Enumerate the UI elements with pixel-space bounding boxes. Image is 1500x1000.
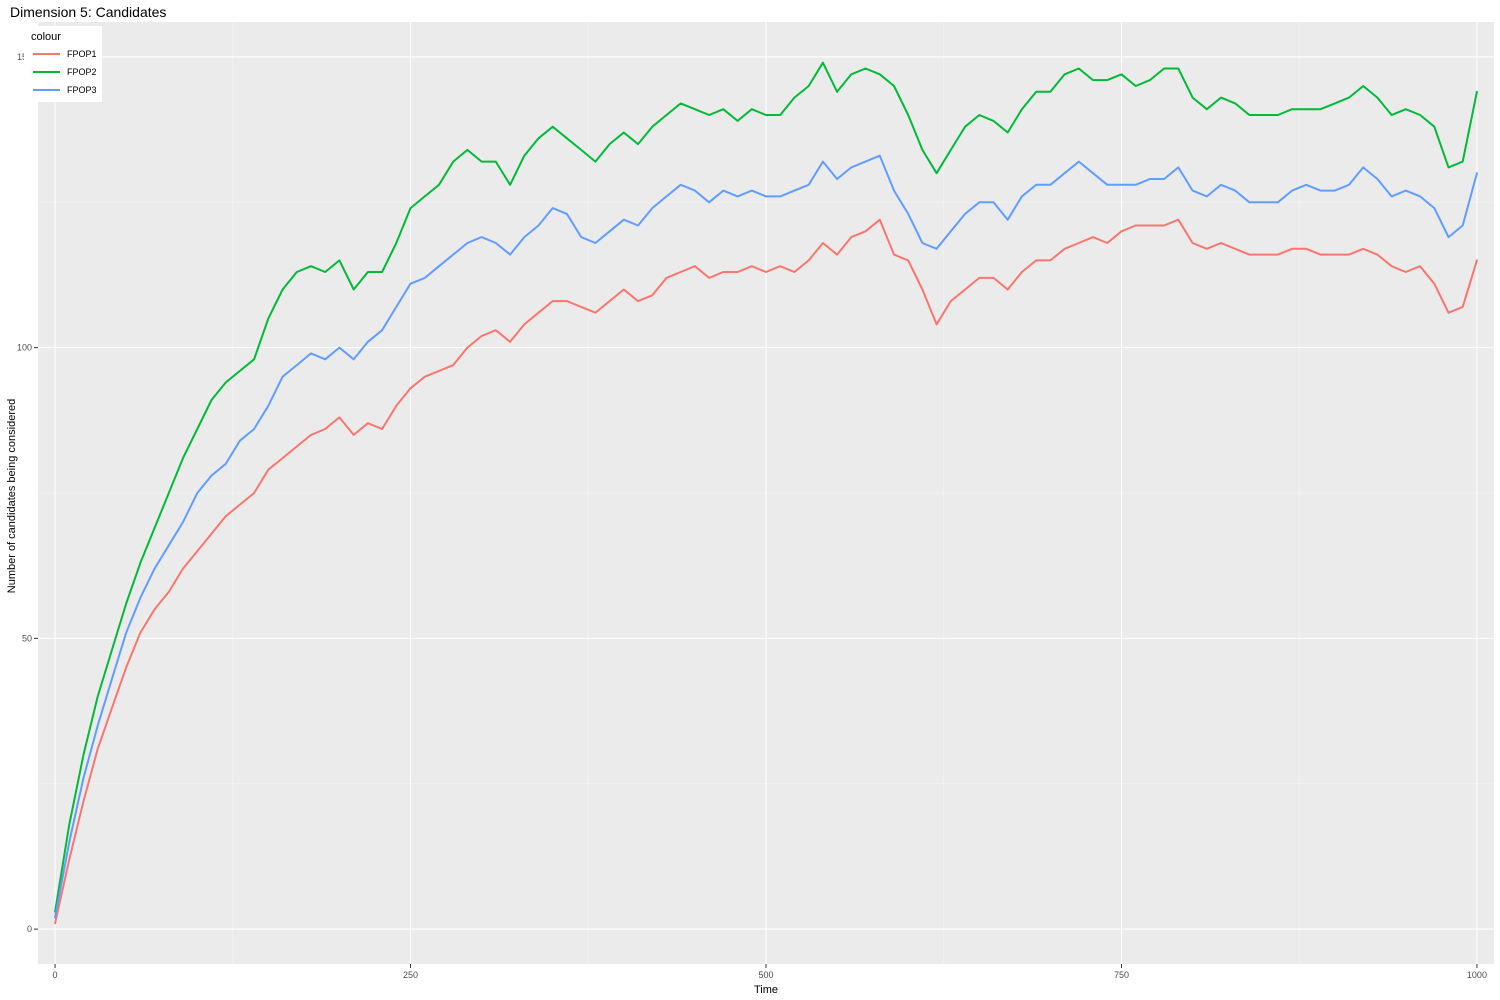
x-tick-label: 750 bbox=[1114, 970, 1129, 980]
y-axis-title: Number of candidates being considered bbox=[6, 399, 18, 593]
x-tick-label: 500 bbox=[758, 970, 773, 980]
chart-title: Dimension 5: Candidates bbox=[10, 4, 167, 20]
y-axis: 050100150 bbox=[17, 52, 38, 934]
series-line-fpop1 bbox=[54, 218, 1478, 925]
series-line-fpop3 bbox=[54, 154, 1478, 919]
x-axis-title: Time bbox=[754, 984, 778, 996]
legend-title: colour bbox=[31, 31, 61, 43]
legend-items: FPOP1 FPOP2 FPOP3 bbox=[33, 49, 97, 95]
x-tick-label: 1000 bbox=[1467, 970, 1487, 980]
series-line-fpop2 bbox=[54, 61, 1478, 913]
legend-label-fpop1: FPOP1 bbox=[67, 49, 97, 59]
legend-label-fpop2: FPOP2 bbox=[67, 67, 97, 77]
y-tick-label: 100 bbox=[17, 343, 32, 353]
grid-major bbox=[38, 22, 1494, 964]
series-lines bbox=[54, 61, 1478, 925]
x-tick-label: 0 bbox=[53, 970, 58, 980]
legend: colour FPOP1 FPOP2 FPOP3 bbox=[24, 26, 102, 102]
legend-label-fpop3: FPOP3 bbox=[67, 85, 97, 95]
x-axis: 0 250 500 750 1000 bbox=[53, 964, 1487, 980]
y-tick-label: 50 bbox=[22, 633, 32, 643]
y-tick-label: 0 bbox=[27, 924, 32, 934]
x-tick-label: 250 bbox=[403, 970, 418, 980]
